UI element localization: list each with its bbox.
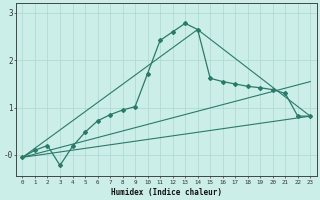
X-axis label: Humidex (Indice chaleur): Humidex (Indice chaleur) xyxy=(111,188,222,197)
